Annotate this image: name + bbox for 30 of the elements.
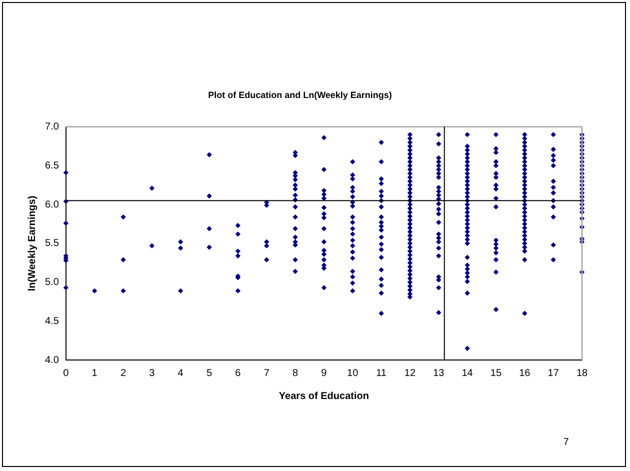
x-tick-label: 0: [63, 368, 70, 379]
y-tick-label: 6.0: [44, 199, 60, 210]
text: 7: [563, 437, 570, 448]
y-axis-title: ln(Weekly Earnings): [26, 196, 38, 292]
x-tick-label: 10: [347, 368, 359, 379]
x-tick-label: 15: [490, 368, 502, 379]
x-tick-label: 18: [576, 368, 588, 379]
x-tick-label: 4: [178, 368, 184, 379]
x-tick-label: 8: [292, 368, 298, 379]
y-tick-label: 4.5: [44, 316, 60, 327]
x-tick-label: 13: [433, 368, 445, 379]
x-tick-label: 11: [376, 368, 387, 379]
x-tick-label: 14: [462, 368, 474, 379]
x-tick-label: 3: [149, 368, 156, 379]
x-tick-label: 12: [404, 368, 416, 379]
x-tick-label: 6: [235, 368, 242, 379]
y-tick-label: 5.5: [44, 238, 60, 250]
x-tick-label: 9: [321, 368, 328, 379]
x-tick-label: 17: [548, 368, 560, 379]
y-tick-label: 7.0: [44, 122, 60, 133]
chart-title: Plot of Education and Ln(Weekly Earnings): [208, 90, 392, 100]
y-tick-label: 4.0: [44, 354, 60, 366]
x-tick-label: 7: [264, 368, 270, 379]
y-tick-label: 6.5: [44, 160, 60, 172]
x-axis-title: Years of Education: [278, 390, 369, 402]
x-tick-label: 2: [120, 368, 126, 379]
x-tick-label: 16: [519, 368, 531, 379]
y-tick-label: 5.0: [44, 277, 60, 288]
x-tick-label: 1: [92, 368, 98, 379]
x-tick-label: 5: [206, 368, 212, 379]
